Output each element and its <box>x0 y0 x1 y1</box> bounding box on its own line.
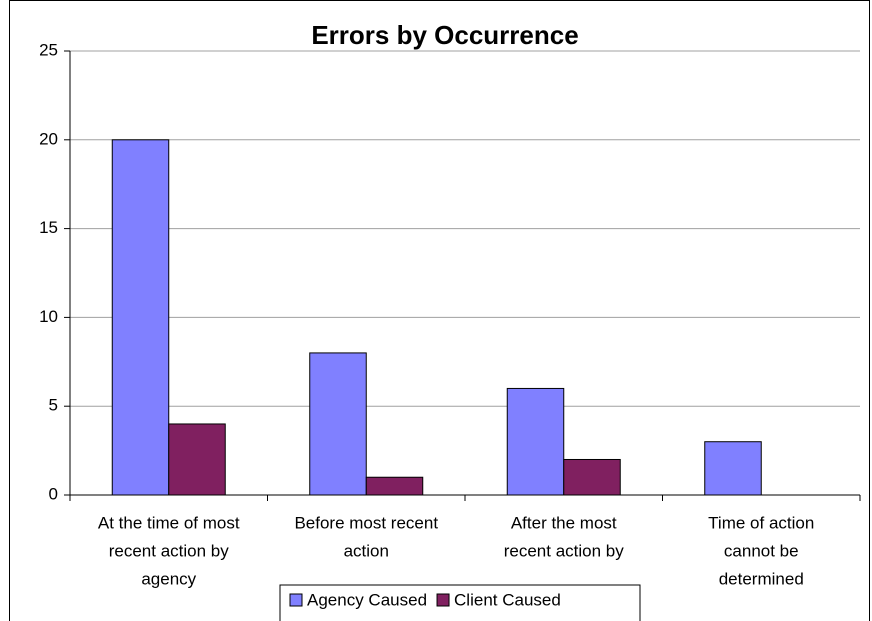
x-tick-label: Before most recent <box>294 513 438 532</box>
bar <box>506 387 565 496</box>
legend-swatch <box>436 593 450 607</box>
chart-title: Errors by Occurrence <box>311 20 578 50</box>
bar <box>111 139 170 496</box>
legend-swatch <box>289 593 303 607</box>
bar <box>309 352 367 496</box>
x-tick-label: cannot be <box>724 541 799 560</box>
y-tick-label: 20 <box>39 129 58 148</box>
bar <box>704 441 762 496</box>
bar <box>168 423 226 496</box>
x-tick-label: determined <box>719 569 804 588</box>
y-tick-label: 5 <box>49 396 58 415</box>
x-tick-label: At the time of most <box>98 513 240 532</box>
y-tick-label: 0 <box>49 484 58 503</box>
y-tick-label: 15 <box>39 218 58 237</box>
y-tick-label: 10 <box>39 307 58 326</box>
y-tick-label: 25 <box>39 40 58 59</box>
legend-label: Agency Caused <box>307 590 427 609</box>
x-tick-label: action <box>344 541 389 560</box>
legend-box <box>279 584 641 621</box>
x-tick-label: After the most <box>511 513 617 532</box>
x-tick-label: Time of action <box>708 513 814 532</box>
bar <box>563 458 621 496</box>
bar <box>365 476 424 496</box>
x-tick-label: agency <box>141 569 196 588</box>
x-tick-label: recent action by <box>109 541 230 560</box>
x-tick-label: recent action by <box>504 541 625 560</box>
legend-label: Client Caused <box>454 590 561 609</box>
